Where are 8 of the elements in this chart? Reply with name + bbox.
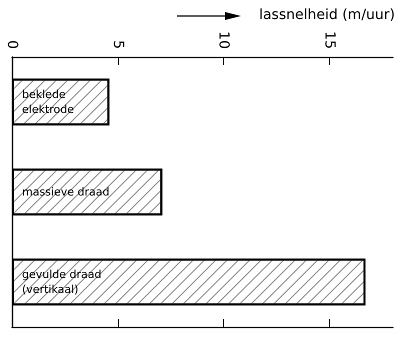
y-tick-label: gevulde draad (vertikaal) [22, 268, 102, 296]
x-tick-label: 5 [110, 40, 126, 49]
x-tick-label: 10 [216, 31, 232, 49]
x-axis-title: lassnelheid (m/uur) [259, 7, 396, 23]
x-tick-label: 0 [4, 40, 20, 49]
y-tick-label: beklede elektrode [22, 88, 74, 116]
y-tick-label: massieve draad [22, 186, 110, 198]
x-tick-label: 15 [322, 31, 338, 49]
